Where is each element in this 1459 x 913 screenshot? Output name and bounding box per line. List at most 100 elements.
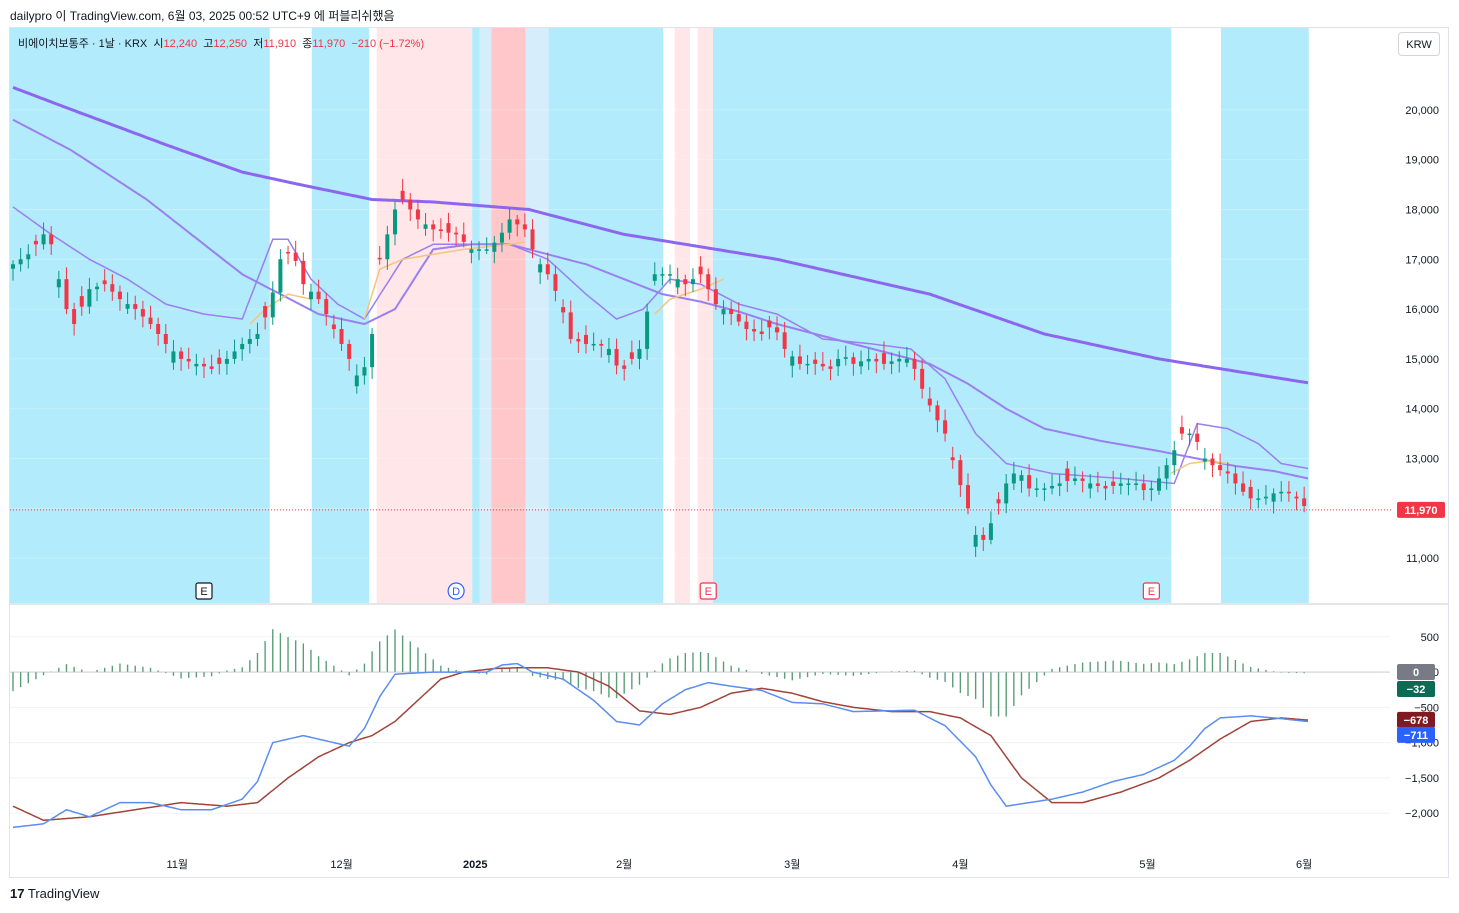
candle-body (1034, 488, 1039, 490)
candle-body (904, 358, 909, 363)
ema-line-ema_thin_lower (12, 206, 1309, 485)
candle (148, 305, 153, 330)
candle-body (354, 375, 359, 387)
candle-body (117, 291, 122, 300)
candle-body (668, 274, 673, 276)
candle-body (767, 320, 772, 328)
candle (759, 320, 764, 341)
candle-body (186, 358, 191, 362)
candle-body (683, 279, 688, 285)
candle-body (889, 361, 894, 364)
candle-body (950, 457, 955, 461)
candle (1263, 485, 1268, 505)
macd-axis-label: 500 (1421, 632, 1439, 644)
candle (1050, 474, 1055, 495)
candle-body (331, 324, 336, 330)
candle-body (660, 274, 665, 276)
zone-pink (376, 28, 473, 603)
candle (874, 353, 879, 374)
candle-body (202, 363, 206, 367)
candle (72, 302, 77, 336)
candle (912, 351, 917, 381)
candle (744, 314, 749, 341)
candle-body (477, 249, 482, 251)
candle (1172, 440, 1177, 476)
candle-body (813, 359, 818, 364)
macd-value-tag-text: −711 (1404, 730, 1428, 742)
candle (415, 199, 420, 229)
candle (943, 409, 948, 442)
candle-body (1019, 475, 1024, 481)
candle-body (920, 368, 925, 389)
candle-body (752, 329, 757, 332)
candle (507, 208, 512, 240)
candle (477, 241, 482, 261)
macd-value-tag-bg (1397, 664, 1435, 681)
candle (49, 226, 54, 255)
candle (1065, 461, 1070, 493)
currency-button[interactable]: KRW (1398, 32, 1440, 56)
candle-body (530, 229, 535, 250)
candle-body (1027, 475, 1032, 489)
candle-body (1286, 491, 1291, 494)
macd-value-tag: −711 (1397, 726, 1435, 743)
candle-body (247, 338, 252, 344)
candle (996, 492, 1001, 515)
candle (339, 317, 344, 351)
candle (324, 292, 329, 326)
candle (820, 351, 825, 371)
candle (1149, 480, 1154, 502)
candle-body (721, 309, 726, 315)
legend-symbol[interactable]: 비에이치보통주 · 1날 · KRX (18, 38, 148, 50)
candle (293, 240, 298, 267)
candle-body (1172, 450, 1177, 466)
last-price-tag-bg (1397, 501, 1445, 518)
candle-body (377, 257, 382, 260)
candle (1157, 466, 1161, 495)
candle-body (935, 405, 940, 421)
candle (278, 249, 283, 302)
candle-body (637, 348, 642, 359)
candle-body (1302, 498, 1307, 507)
candle-body (469, 249, 474, 253)
candle (79, 286, 84, 316)
candle-body (1294, 496, 1299, 499)
candle-body (64, 279, 69, 310)
zone-blue (10, 28, 270, 603)
candle (385, 225, 390, 270)
candle (1134, 471, 1139, 491)
tradingview-footer[interactable]: 17 TradingView (10, 886, 99, 901)
candle-body (713, 289, 718, 305)
candle-body (148, 317, 153, 325)
candle-body (591, 343, 596, 346)
candle (1072, 466, 1077, 486)
candle-body (988, 523, 993, 540)
candle (904, 346, 909, 368)
candle (1256, 489, 1261, 509)
candle (393, 201, 397, 246)
candle-body (56, 279, 61, 288)
candle-body (171, 351, 176, 363)
candle (362, 357, 367, 385)
macd-value-tag-bg (1397, 711, 1435, 728)
candle-body (1271, 493, 1276, 502)
candle-body (461, 234, 466, 242)
candle-body (400, 190, 405, 200)
candle (446, 212, 451, 242)
candle (966, 473, 970, 515)
candle-body (484, 249, 489, 251)
macd-axis-label: −1,500 (1405, 773, 1439, 785)
candle (920, 359, 925, 399)
candle-body (240, 343, 245, 350)
candle (117, 285, 122, 311)
candle (102, 269, 107, 292)
candle (1164, 458, 1169, 490)
candle-body (339, 329, 344, 344)
event-marker-label: E (1148, 586, 1155, 598)
candle (308, 283, 313, 311)
candle-body (652, 274, 657, 281)
price-axis-label: 14,000 (1405, 404, 1439, 416)
candle-body (568, 312, 573, 339)
time-axis-label: 6월 (1296, 858, 1312, 871)
